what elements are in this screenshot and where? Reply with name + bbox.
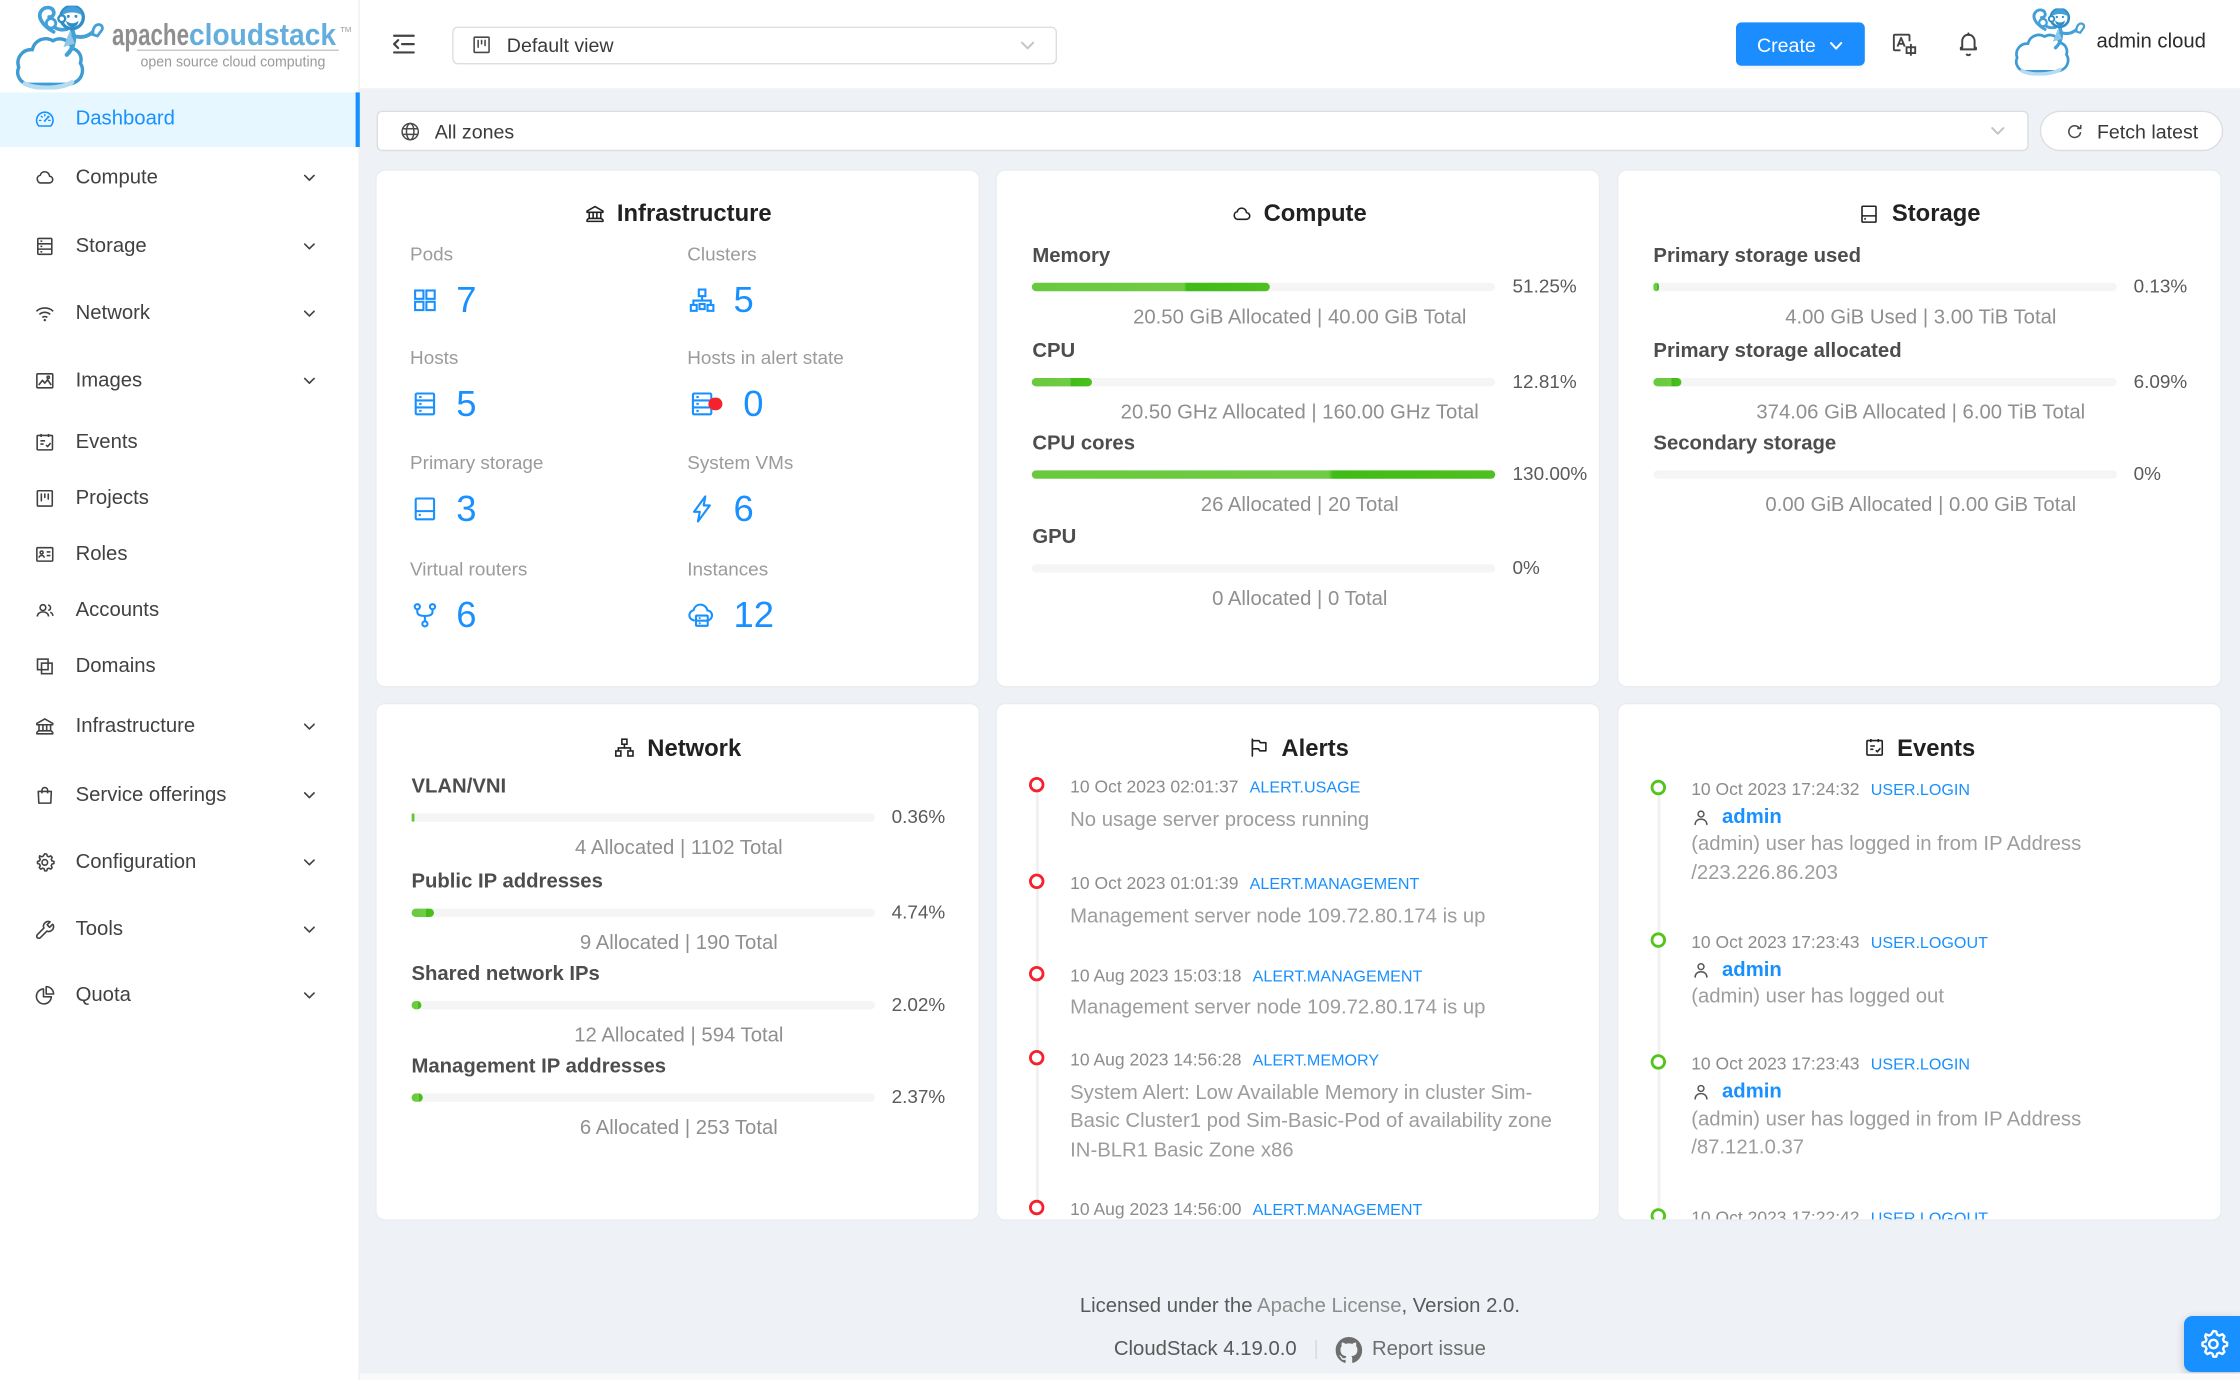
- svg-text:cloudstack: cloudstack: [189, 20, 337, 52]
- svg-text:open source cloud computing: open source cloud computing: [141, 54, 326, 70]
- svg-text:TM: TM: [340, 25, 351, 34]
- svg-text:apache: apache: [112, 20, 189, 52]
